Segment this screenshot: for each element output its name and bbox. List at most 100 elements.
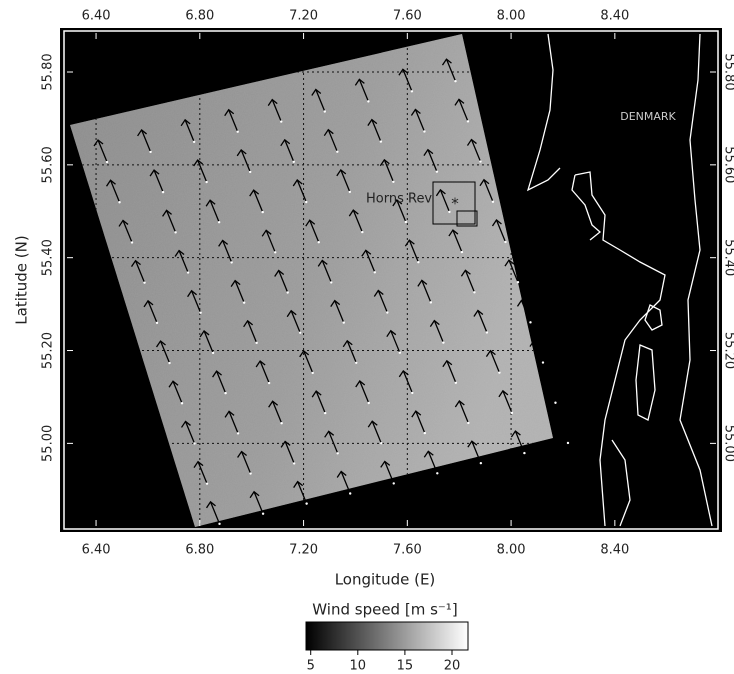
wind-arrow-dot — [479, 160, 481, 162]
wind-arrow-dot — [554, 402, 556, 404]
x-tick-label: 7.60 — [393, 543, 422, 558]
wind-arrow-dot — [523, 452, 525, 454]
wind-arrow-dot — [399, 351, 401, 353]
site-marker: * — [451, 195, 459, 213]
wind-arrow-dot — [162, 191, 164, 193]
wind-arrow-dot — [436, 472, 438, 474]
wind-arrow-dot — [442, 341, 444, 343]
x-tick-label-top: 8.40 — [600, 9, 629, 24]
wind-arrow-dot — [411, 90, 413, 92]
wind-arrow-dot — [205, 181, 207, 183]
y-tick-label: 55.80 — [41, 53, 56, 90]
wind-arrow-dot — [504, 241, 506, 243]
site-label: Horns Rev — [366, 192, 432, 207]
wind-arrow-dot — [343, 321, 345, 323]
wind-arrow-dot — [293, 161, 295, 163]
wind-arrow-dot — [355, 362, 357, 364]
colorbar-tick-label: 10 — [350, 659, 367, 674]
wind-arrow-dot — [486, 331, 488, 333]
wind-arrow-dot — [461, 251, 463, 253]
wind-arrow-dot — [455, 382, 457, 384]
wind-arrow-dot — [336, 150, 338, 152]
wind-arrow-dot — [206, 482, 208, 484]
colorbar — [306, 622, 468, 650]
wind-arrow-dot — [218, 523, 220, 525]
wind-arrow-dot — [149, 151, 151, 153]
wind-arrow-dot — [448, 211, 450, 213]
wind-arrow-dot — [318, 241, 320, 243]
wind-arrow-dot — [262, 513, 264, 515]
wind-arrow-dot — [349, 191, 351, 193]
wind-arrow-dot — [424, 432, 426, 434]
wind-arrow-dot — [511, 412, 513, 414]
y-axis-label: Latitude (N) — [13, 235, 31, 324]
colorbar-tick-label: 5 — [307, 659, 315, 674]
x-tick-label-top: 7.20 — [289, 9, 318, 24]
wind-arrow-dot — [118, 201, 120, 203]
wind-arrow-dot — [405, 221, 407, 223]
wind-arrow-dot — [392, 181, 394, 183]
wind-arrow-dot — [286, 291, 288, 293]
wind-arrow-dot — [311, 372, 313, 374]
x-tick-label: 6.40 — [82, 543, 111, 558]
y-tick-label: 55.40 — [41, 239, 56, 276]
wind-arrow-dot — [243, 301, 245, 303]
y-tick-label: 55.60 — [41, 146, 56, 183]
y-tick-label-right: 55.80 — [722, 53, 734, 90]
wind-arrow-dot — [380, 442, 382, 444]
wind-arrow-dot — [492, 201, 494, 203]
wind-arrow-dot — [367, 100, 369, 102]
colorbar-tick-label: 15 — [397, 659, 414, 674]
wind-arrow-dot — [498, 371, 500, 373]
wind-arrow-dot — [230, 261, 232, 263]
wind-arrow-dot — [106, 161, 108, 163]
wind-arrow-dot — [330, 281, 332, 283]
y-tick-label: 55.00 — [41, 425, 56, 462]
wind-arrow-dot — [324, 110, 326, 112]
colorbar-title: Wind speed [m s⁻¹] — [312, 601, 457, 619]
wind-arrow-dot — [480, 462, 482, 464]
y-tick-label-right: 55.20 — [722, 332, 734, 369]
wind-arrow-dot — [567, 442, 569, 444]
wind-arrow-dot — [423, 130, 425, 132]
wind-arrow-dot — [361, 231, 363, 233]
wind-arrow-dot — [181, 402, 183, 404]
wind-arrow-dot — [411, 392, 413, 394]
wind-arrow-dot — [517, 281, 519, 283]
wind-arrow-dot — [336, 452, 338, 454]
x-tick-label-top: 6.40 — [82, 9, 111, 24]
wind-arrow-dot — [454, 80, 456, 82]
y-tick-label-right: 55.00 — [722, 425, 734, 462]
wind-arrow-dot — [156, 322, 158, 324]
map-figure: * Horns Rev DENMARK Longitude (E) Latitu… — [0, 0, 734, 674]
wind-arrow-dot — [236, 131, 238, 133]
wind-arrow-dot — [305, 201, 307, 203]
y-tick-label: 55.20 — [41, 332, 56, 369]
wind-arrow-dot — [212, 352, 214, 354]
wind-arrow-dot — [473, 291, 475, 293]
x-tick-label-top: 7.60 — [393, 9, 422, 24]
x-tick-label: 7.20 — [289, 543, 318, 558]
wind-arrow-dot — [380, 140, 382, 142]
x-tick-label-top: 6.80 — [185, 9, 214, 24]
wind-arrow-dot — [168, 362, 170, 364]
x-tick-label: 6.80 — [185, 543, 214, 558]
wind-arrow-dot — [542, 361, 544, 363]
wind-arrow-dot — [305, 502, 307, 504]
wind-arrow-dot — [467, 422, 469, 424]
wind-arrow-dot — [199, 312, 201, 314]
wind-arrow-dot — [467, 120, 469, 122]
wind-arrow-dot — [174, 231, 176, 233]
wind-arrow-dot — [249, 171, 251, 173]
wind-arrow-dot — [193, 141, 195, 143]
y-tick-label-right: 55.60 — [722, 146, 734, 183]
x-tick-label: 8.00 — [497, 543, 526, 558]
wind-arrow-dot — [280, 422, 282, 424]
wind-arrow-dot — [143, 281, 145, 283]
wind-arrow-dot — [274, 251, 276, 253]
wind-arrow-dot — [299, 332, 301, 334]
wind-arrow-dot — [393, 482, 395, 484]
wind-arrow-dot — [187, 271, 189, 273]
wind-arrow-dot — [218, 221, 220, 223]
wind-arrow-dot — [349, 492, 351, 494]
